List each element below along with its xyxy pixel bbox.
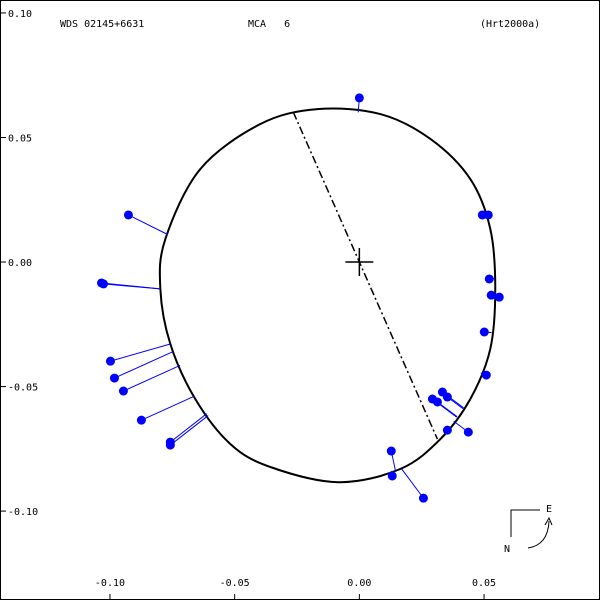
x-tick-label: -0.05 (220, 578, 250, 589)
compass-north: N (504, 544, 510, 555)
header-left: WDS 02145+6631 (60, 19, 144, 30)
observation (481, 370, 491, 380)
header-center: MCA 6 (248, 19, 290, 30)
compass-arrow (527, 520, 550, 549)
observation (484, 274, 494, 284)
header-right: (Hrt2000a) (480, 19, 540, 30)
residual-line (170, 413, 208, 443)
residual-line (114, 350, 174, 379)
observation (136, 415, 146, 425)
x-tick-label: -0.10 (95, 578, 125, 589)
observation (463, 427, 473, 437)
observation (494, 292, 504, 302)
compass (510, 509, 553, 549)
residual-line (170, 415, 209, 446)
observation (354, 93, 364, 103)
observation (123, 210, 133, 220)
compass-east: E (546, 504, 552, 515)
y-tick-label: 0.10 (8, 9, 32, 20)
observation (387, 471, 397, 481)
observation (479, 327, 489, 337)
line-of-nodes (292, 111, 439, 440)
residual-line (123, 364, 181, 392)
primary-star (345, 248, 374, 277)
observation (109, 373, 119, 383)
observation (165, 440, 175, 450)
y-tick-label: -0.10 (8, 507, 38, 518)
orbit (158, 107, 497, 484)
compass-arrowhead (544, 516, 553, 526)
residual-line (400, 467, 424, 499)
observation (486, 290, 496, 300)
observation (386, 446, 396, 456)
residual-line (128, 214, 168, 235)
x-tick-label: 0.05 (472, 578, 496, 589)
observation (483, 210, 493, 220)
compass-axes (510, 509, 540, 537)
observation (432, 397, 442, 407)
residual-line (110, 343, 171, 362)
observation (105, 356, 115, 366)
y-tick-label: 0.05 (8, 133, 32, 144)
x-tick-label: 0.00 (347, 578, 371, 589)
residual-line (141, 395, 195, 421)
y-tick-label: -0.05 (8, 383, 38, 394)
observation (118, 386, 128, 396)
observation (442, 425, 452, 435)
y-tick-label: 0.00 (8, 258, 32, 269)
observation (442, 392, 452, 402)
residual-line (103, 283, 161, 290)
observation (98, 279, 108, 289)
observation (418, 493, 428, 503)
